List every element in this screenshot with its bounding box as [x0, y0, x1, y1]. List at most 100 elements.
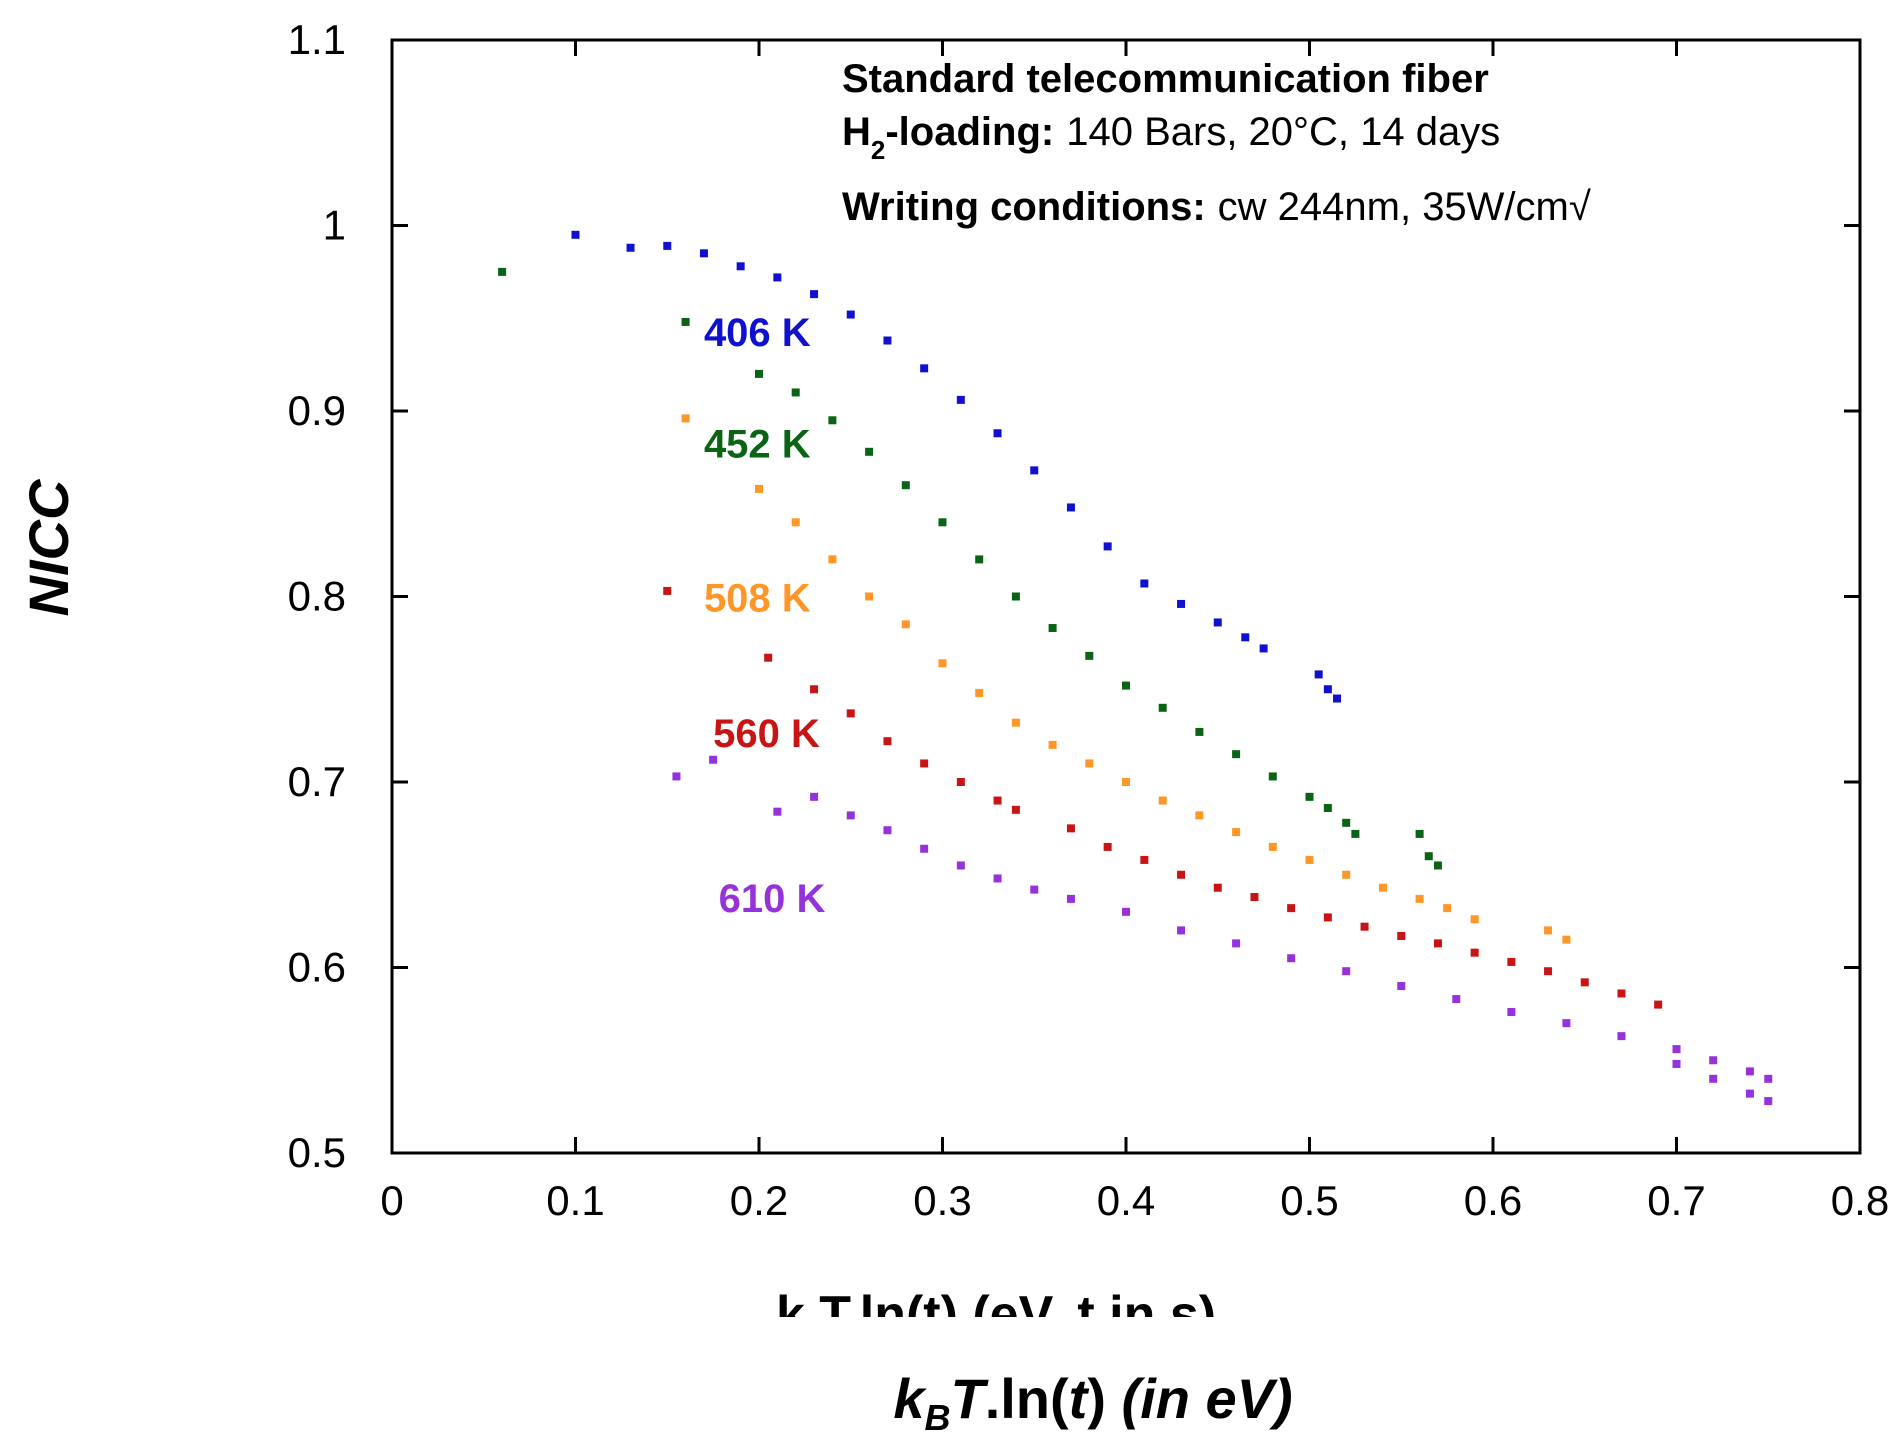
- data-point: [1672, 1045, 1681, 1054]
- data-point: [1452, 995, 1461, 1004]
- data-point: [901, 620, 910, 629]
- x-axis-title-clipped: k T.ln(t) (eV, t in s): [776, 1286, 1216, 1344]
- x-axis: 0 0.1 0.2 0.3 0.4 0.5 0.6 0.7 0.8: [380, 40, 1889, 1224]
- data-point: [1241, 633, 1250, 642]
- data-point: [1342, 967, 1351, 976]
- y-tick-label: 0.6: [288, 944, 346, 991]
- y-tick-label: 0.9: [288, 387, 346, 434]
- data-point: [1323, 913, 1332, 922]
- annotation-block: Standard telecommunication fiber H2-load…: [842, 57, 1591, 229]
- data-point: [993, 796, 1002, 805]
- data-point: [626, 243, 635, 252]
- y-axis: 0.5 0.6 0.7 0.8 0.9 1 1.1: [288, 16, 1860, 1176]
- h2-subscript: 2: [871, 135, 885, 165]
- data-point: [791, 388, 800, 397]
- data-point: [1048, 740, 1057, 749]
- data-point: [956, 395, 965, 404]
- h2-loading-rest: -loading:: [885, 110, 1054, 154]
- data-point: [1195, 727, 1204, 736]
- data-point: [810, 792, 819, 801]
- data-point: [1103, 842, 1112, 851]
- x-tick-label: 0.4: [1097, 1177, 1155, 1224]
- data-point: [1415, 894, 1424, 903]
- data-point: [1709, 1074, 1718, 1083]
- data-point: [1287, 904, 1296, 913]
- data-point: [1672, 1059, 1681, 1068]
- data-point: [1397, 982, 1406, 991]
- data-point: [1011, 805, 1020, 814]
- annotation-writing-label: Writing conditions:: [842, 185, 1206, 229]
- data-point: [993, 874, 1002, 883]
- data-point: [993, 429, 1002, 438]
- data-point: [1195, 811, 1204, 820]
- data-point: [901, 481, 910, 490]
- data-point: [1250, 893, 1259, 902]
- data-point: [791, 518, 800, 527]
- annotation-h2-loading-label: H2-loading:: [842, 110, 1054, 165]
- annotation-h2-loading-value: 140 Bars, 20°C, 14 days: [1066, 110, 1500, 154]
- data-point: [846, 310, 855, 319]
- data-point: [764, 653, 773, 662]
- series-labels: 406 K 452 K 508 K 560 K 610 K: [704, 311, 826, 921]
- data-point: [1709, 1056, 1718, 1065]
- data-point: [1470, 915, 1479, 924]
- data-point: [571, 230, 580, 239]
- data-point: [1140, 855, 1149, 864]
- data-point: [1351, 829, 1360, 838]
- data-point: [681, 317, 690, 326]
- series-label: 508 K: [704, 576, 811, 620]
- data-point: [1158, 703, 1167, 712]
- series-508-k: [681, 414, 1571, 944]
- data-point: [773, 807, 782, 816]
- y-tick-label: 1: [323, 202, 346, 249]
- data-point: [975, 555, 984, 564]
- data-point: [1562, 1019, 1571, 1028]
- series-label: 452 K: [704, 422, 811, 466]
- data-point: [681, 414, 690, 423]
- x-tick-label: 0: [380, 1177, 403, 1224]
- x-title-units: (in eV): [1106, 1367, 1293, 1430]
- data-point: [663, 241, 672, 250]
- y-axis-title: NICC: [17, 478, 80, 616]
- data-point: [1103, 542, 1112, 551]
- data-point: [1287, 954, 1296, 963]
- data-point: [1764, 1097, 1773, 1106]
- data-point: [1232, 750, 1241, 759]
- data-point: [1433, 939, 1442, 948]
- x-axis-title-clipped-wrapper: k T.ln(t) (eV, t in s): [776, 1286, 1216, 1344]
- data-point: [1085, 651, 1094, 660]
- data-point: [1122, 681, 1130, 690]
- data-point: [1305, 792, 1314, 801]
- data-point: [1745, 1067, 1754, 1076]
- data-point: [1433, 861, 1442, 870]
- data-point: [1544, 967, 1553, 976]
- data-point: [672, 772, 681, 781]
- data-point: [846, 709, 855, 718]
- data-point: [1177, 599, 1186, 608]
- data-point: [1011, 592, 1020, 601]
- series-406-k: [571, 230, 1342, 703]
- data-point: [1617, 1032, 1626, 1041]
- data-point: [1342, 818, 1351, 827]
- data-point: [1268, 772, 1277, 781]
- data-point: [1066, 894, 1075, 903]
- y-tick-label: 1.1: [288, 16, 346, 63]
- data-point: [1177, 870, 1186, 879]
- series-610-k: [672, 755, 1773, 1106]
- data-point: [1232, 828, 1241, 837]
- data-point: [1213, 883, 1222, 892]
- y-tick-label: 0.7: [288, 758, 346, 805]
- data-point: [1066, 503, 1075, 512]
- data-point: [846, 811, 855, 820]
- data-points-layer: [498, 230, 1773, 1106]
- data-point: [1066, 824, 1075, 833]
- series-452-k: [498, 267, 1442, 870]
- x-tick-label: 0.3: [913, 1177, 971, 1224]
- series-label: 610 K: [719, 877, 826, 921]
- data-point: [828, 416, 837, 425]
- data-point: [1745, 1089, 1754, 1098]
- x-title-t-lower: t: [1069, 1367, 1090, 1430]
- data-point: [1378, 883, 1387, 892]
- data-point: [709, 755, 718, 764]
